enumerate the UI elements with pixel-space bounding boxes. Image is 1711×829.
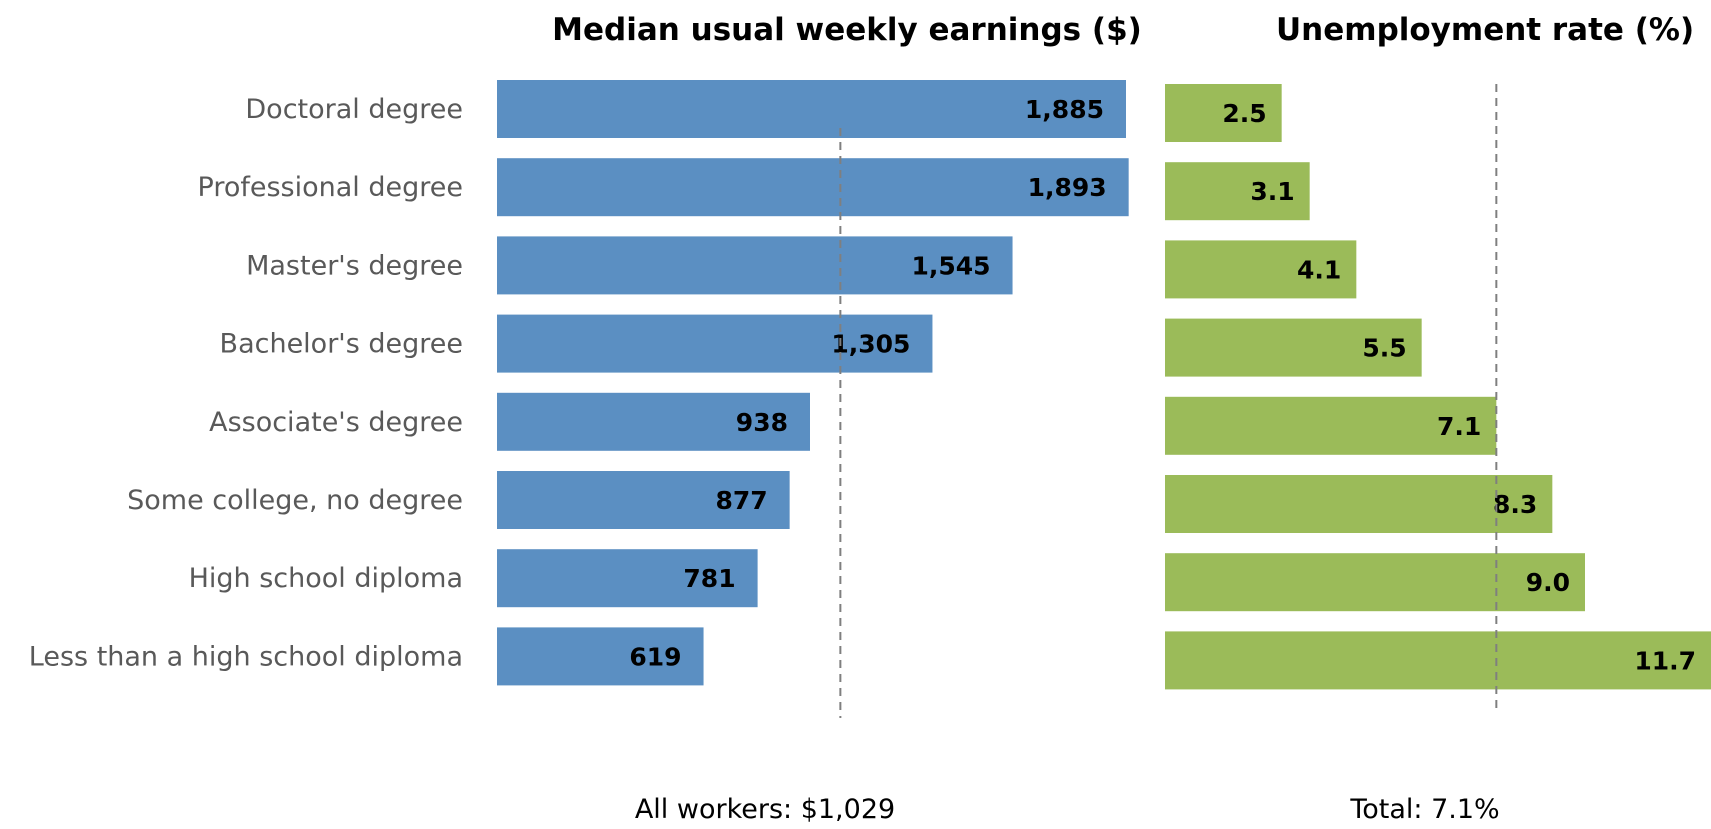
- earnings-value-label: 1,885: [1025, 95, 1104, 124]
- earnings-bar: [497, 392, 810, 451]
- unemployment-value-label: 9.0: [1526, 568, 1570, 597]
- earnings-reference-label: All workers: $1,029: [635, 794, 895, 824]
- unemployment-bar: [1165, 475, 1553, 533]
- category-label: Associate's degree: [209, 407, 463, 438]
- earnings-bar: [497, 80, 1126, 138]
- unemployment-value-label: 8.3: [1493, 490, 1537, 519]
- unemployment-bars: 2.5 3.1 4.1 5.5 7.1 8.3 9.0 11.7: [1165, 84, 1711, 690]
- category-label: Less than a high school diploma: [29, 641, 463, 672]
- unemployment-bar: [1165, 318, 1422, 377]
- earnings-bar: [497, 314, 933, 373]
- unemployment-panel-title: Unemployment rate (%): [1276, 12, 1694, 48]
- category-label: Some college, no degree: [127, 485, 463, 516]
- unemployment-bar: [1165, 396, 1497, 455]
- unemployment-reference-label: Total: 7.1%: [1349, 794, 1499, 824]
- earnings-value-label: 1,545: [911, 251, 990, 280]
- earnings-bars: 1,885 1,893 1,545 1,305 938 877 781 619: [497, 80, 1129, 686]
- category-labels: Doctoral degree Professional degree Master…: [29, 94, 463, 672]
- unemployment-bar: [1165, 240, 1357, 299]
- category-label: High school diploma: [189, 563, 463, 594]
- unemployment-value-label: 5.5: [1362, 334, 1406, 363]
- earnings-panel-title: Median usual weekly earnings ($): [552, 12, 1142, 48]
- unemployment-value-label: 11.7: [1634, 646, 1696, 675]
- earnings-bar: [497, 236, 1013, 295]
- category-label: Professional degree: [198, 172, 463, 203]
- category-label: Bachelor's degree: [220, 329, 463, 360]
- unemployment-bar: [1165, 631, 1711, 690]
- unemployment-bar: [1165, 162, 1310, 221]
- unemployment-bar: [1165, 553, 1585, 612]
- earnings-value-label: 1,305: [831, 330, 910, 359]
- unemployment-value-label: 3.1: [1250, 177, 1294, 206]
- earnings-bar: [497, 627, 704, 686]
- earnings-value-label: 938: [736, 408, 788, 437]
- unemployment-value-label: 4.1: [1297, 255, 1341, 284]
- earnings-bar: [497, 471, 790, 529]
- earnings-bar: [497, 549, 758, 608]
- earnings-value-label: 619: [629, 642, 681, 671]
- unemployment-value-label: 7.1: [1437, 412, 1481, 441]
- unemployment-bar: [1165, 84, 1282, 142]
- earnings-value-label: 877: [715, 486, 767, 515]
- earnings-bar: [497, 158, 1129, 217]
- unemployment-value-label: 2.5: [1222, 99, 1266, 128]
- category-label: Master's degree: [246, 250, 463, 281]
- earnings-value-label: 1,893: [1028, 173, 1107, 202]
- category-label: Doctoral degree: [245, 94, 463, 125]
- earnings-value-label: 781: [683, 564, 735, 593]
